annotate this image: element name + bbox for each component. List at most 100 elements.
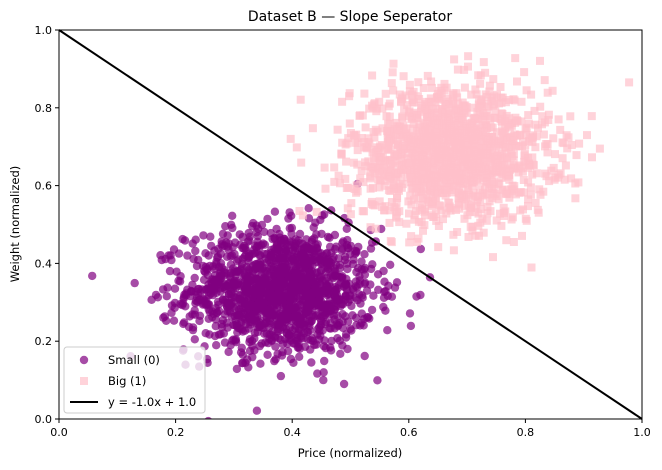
point-big	[535, 185, 544, 194]
point-big	[361, 123, 370, 132]
points-layer	[88, 52, 634, 419]
point-big	[410, 98, 418, 107]
point-small	[343, 235, 352, 245]
point-big	[411, 188, 420, 197]
point-big	[406, 155, 415, 163]
point-big	[409, 138, 418, 147]
x-tick-label: 0.2	[167, 426, 185, 439]
point-small	[239, 296, 249, 306]
point-big	[560, 175, 569, 184]
point-big	[375, 176, 384, 185]
point-big	[549, 134, 558, 143]
point-big	[551, 150, 559, 159]
point-small	[181, 302, 190, 311]
point-small	[192, 261, 202, 271]
point-small	[201, 285, 211, 294]
point-big	[482, 178, 491, 187]
point-big	[473, 128, 482, 137]
point-big	[446, 111, 455, 119]
point-big	[545, 177, 554, 186]
point-big	[496, 209, 504, 218]
point-big	[467, 131, 476, 140]
point-big	[508, 152, 517, 160]
point-small	[352, 321, 361, 330]
point-big	[558, 154, 567, 163]
point-big	[399, 72, 408, 81]
point-big	[330, 163, 339, 172]
point-big	[352, 188, 361, 197]
point-big	[493, 151, 502, 160]
point-small	[244, 253, 253, 263]
point-big	[481, 183, 489, 191]
point-small	[206, 232, 215, 241]
point-small	[291, 243, 300, 253]
point-small	[300, 342, 310, 351]
point-big	[389, 184, 398, 193]
point-big	[410, 211, 419, 220]
point-big	[386, 237, 395, 245]
point-big	[556, 125, 565, 134]
point-small	[259, 274, 268, 283]
point-small	[260, 249, 269, 259]
point-small	[267, 294, 276, 303]
point-big	[508, 181, 517, 190]
point-small	[303, 327, 312, 337]
point-big	[349, 158, 358, 167]
point-small	[302, 235, 311, 244]
point-small	[289, 358, 298, 367]
point-big	[501, 143, 510, 152]
point-big	[509, 238, 518, 246]
point-big	[440, 124, 449, 133]
point-big	[481, 154, 490, 163]
point-big	[450, 55, 459, 64]
point-small	[412, 292, 421, 301]
point-big	[420, 105, 429, 114]
point-big	[312, 207, 321, 216]
point-big	[430, 188, 439, 196]
point-big	[377, 141, 386, 149]
point-big	[539, 187, 548, 196]
point-big	[548, 86, 557, 95]
point-big	[472, 150, 481, 159]
point-big	[528, 153, 537, 162]
point-big	[308, 124, 317, 133]
point-big	[528, 170, 537, 179]
point-small	[238, 358, 247, 368]
point-small	[295, 352, 304, 361]
point-small	[359, 321, 368, 330]
point-small	[170, 303, 179, 312]
point-big	[435, 94, 444, 103]
point-big	[543, 88, 552, 97]
point-big	[361, 158, 369, 167]
point-big	[526, 183, 535, 192]
point-big	[380, 206, 389, 215]
point-small	[365, 314, 374, 323]
point-big	[479, 127, 488, 136]
point-big	[427, 77, 436, 86]
point-big	[497, 98, 506, 107]
point-big	[507, 187, 516, 196]
point-big	[476, 205, 485, 213]
point-big	[430, 137, 439, 145]
point-big	[337, 150, 346, 159]
point-big	[544, 116, 553, 124]
point-small	[333, 322, 342, 331]
point-big	[423, 162, 432, 171]
point-small	[265, 334, 274, 344]
point-small	[329, 252, 338, 262]
point-big	[389, 86, 398, 95]
point-big	[439, 215, 447, 224]
point-big	[464, 185, 473, 194]
point-small	[405, 309, 415, 318]
point-big	[422, 190, 431, 199]
point-small	[330, 315, 339, 324]
point-big	[393, 192, 401, 200]
point-big	[386, 167, 395, 176]
point-big	[369, 103, 378, 112]
point-big	[566, 112, 575, 121]
point-small	[162, 316, 171, 325]
point-big	[415, 203, 424, 212]
point-big	[507, 215, 516, 224]
point-small	[267, 248, 276, 258]
point-big	[449, 89, 458, 98]
